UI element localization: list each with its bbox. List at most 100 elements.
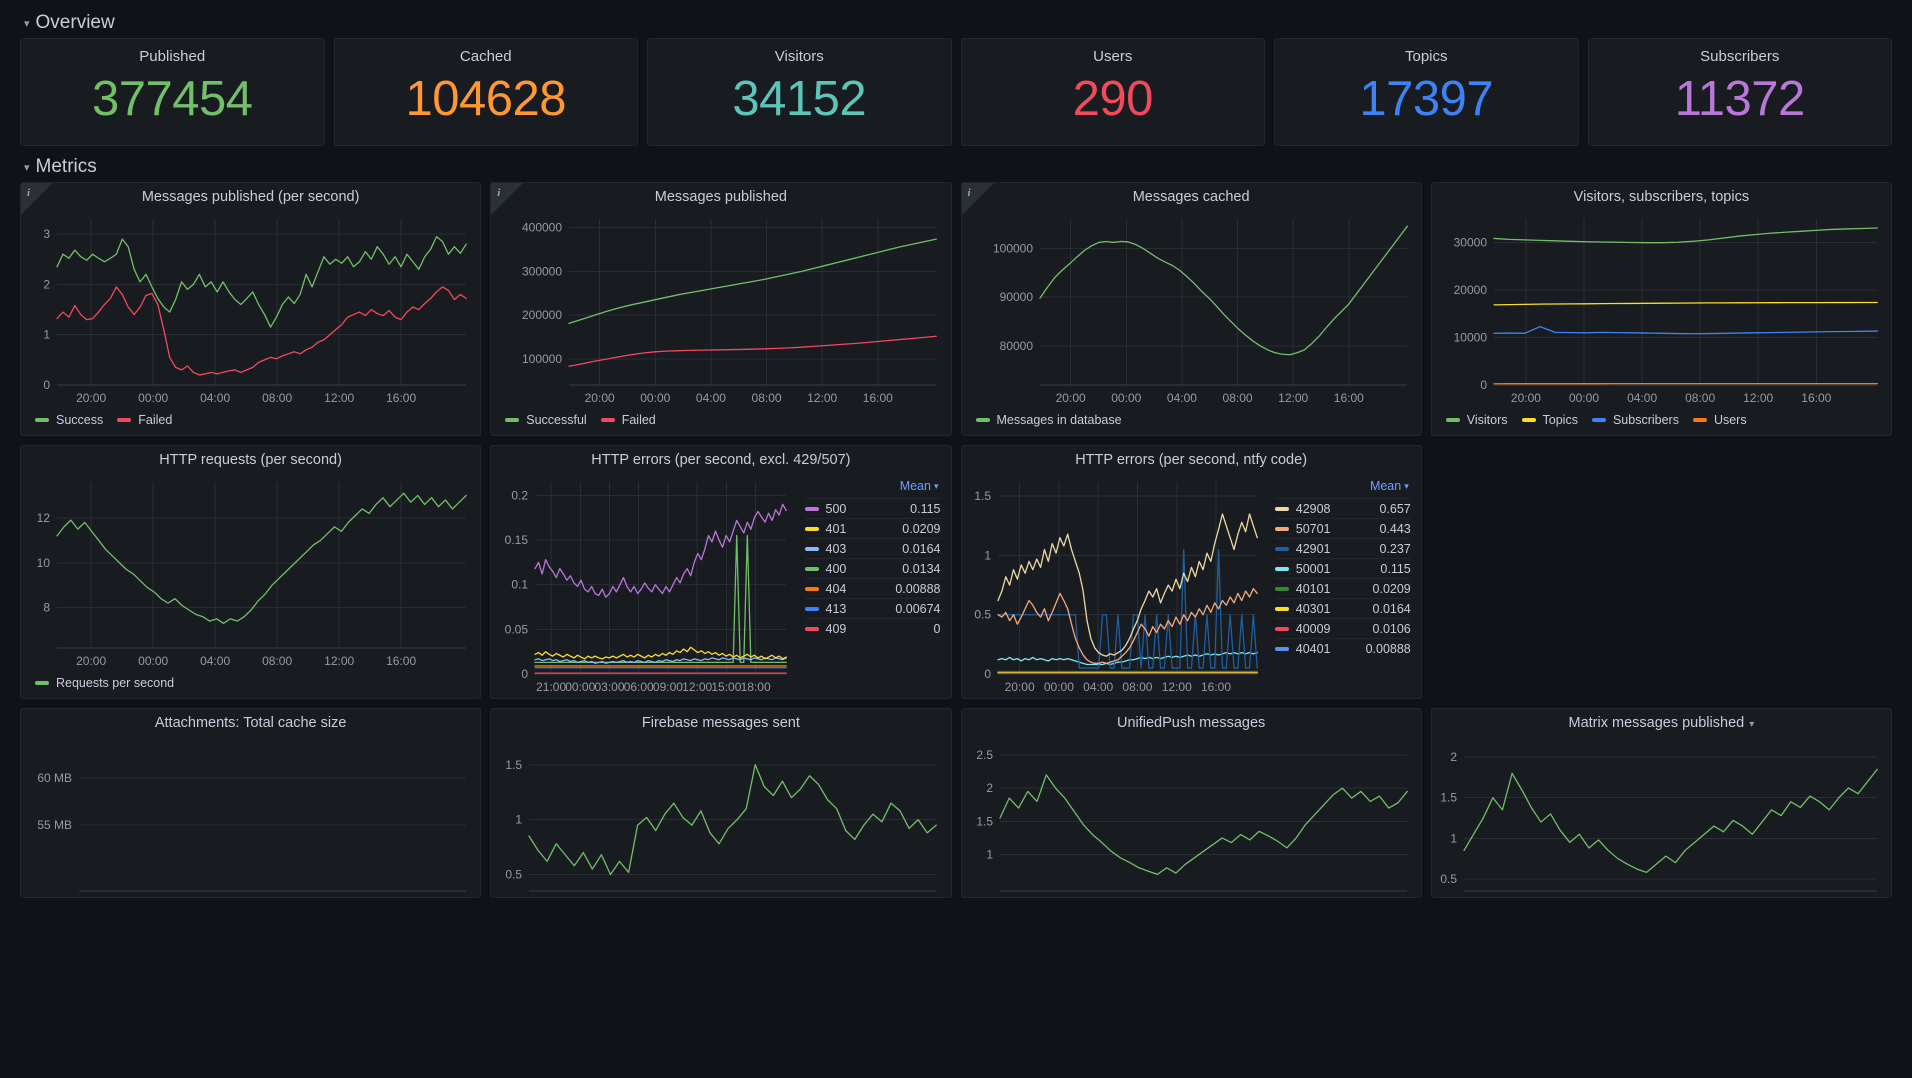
plot-area[interactable]: 0 0.5 1 1.5 20:00 00:00 04:00 08:00 12:00 16:00 [962,474,1271,698]
row-header-overview[interactable]: ▾ Overview [10,8,1902,38]
svg-text:20:00: 20:00 [1511,391,1541,405]
panel-messages-published-rate[interactable]: i Messages published (per second) 0 1 2 3 20:0… [20,182,482,436]
legend-row[interactable]: 400 0.0134 [804,558,941,578]
legend-item[interactable]: Requests per second [35,676,174,690]
legend-series-name: 50701 [1295,521,1331,536]
legend-row[interactable]: 404 0.00888 [804,578,941,598]
panel-visitors-subscribers-topics[interactable]: Visitors, subscribers, topics 0 10000 20000… [1430,182,1892,436]
legend-color-swatch [1692,418,1707,422]
legend-item[interactable]: Subscribers [1591,413,1679,427]
panel-title[interactable]: HTTP requests (per second) [159,452,342,468]
svg-text:20000: 20000 [1453,283,1487,297]
legend-row[interactable]: 50001 0.115 [1274,558,1411,578]
panel-matrix-messages[interactable]: Matrix messages published ▾ 0.5 1 1.5 2 [1430,708,1892,898]
svg-text:0: 0 [43,378,50,392]
plot-area[interactable]: 8 10 12 20:00 00:00 04:00 08:00 12:00 16:00 [21,474,480,672]
legend-item[interactable]: Failed [117,413,172,427]
legend-item[interactable]: Successful [505,413,587,427]
plot-area[interactable]: 1 1.5 2 2.5 [962,737,1421,897]
plot-area[interactable]: 80000 90000 100000 20:00 00:00 04:00 08:00 12:0… [962,211,1421,409]
legend-row[interactable]: 50701 0.443 [1274,518,1411,538]
legend-row[interactable]: 413 0.00674 [804,598,941,618]
legend-series-mean: 0.0209 [1372,581,1411,596]
metrics-panel-grid-row2: HTTP requests (per second) 8 10 12 20:00 00:0… [10,445,1902,699]
panel-firebase-messages[interactable]: Firebase messages sent 0.5 1 1.5 [490,708,952,898]
legend-item[interactable]: Users [1692,413,1747,427]
row-header-metrics[interactable]: ▾ Metrics [10,152,1902,182]
panel-messages-cached[interactable]: i Messages cached 80000 90000 100000 20:00 00:… [960,182,1422,436]
plot-wrap: 8 10 12 20:00 00:00 04:00 08:00 12:00 16:00 [21,474,480,672]
stat-panel-subscribers[interactable]: Subscribers 11372 [1587,38,1892,146]
panel-title[interactable]: Matrix messages published ▾ [1569,715,1755,731]
plot-area[interactable]: 0 0.05 0.1 0.15 0.2 21:00 00:00 03:00 06:00 09:00… [491,474,800,698]
stat-panel-users[interactable]: Users 290 [960,38,1265,146]
legend-row[interactable]: 40401 0.00888 [1274,638,1411,658]
panel-title[interactable]: Messages published (per second) [142,189,360,205]
stat-value: 34152 [732,72,867,126]
legend-item[interactable]: Failed [600,413,656,427]
svg-text:16:00: 16:00 [863,391,893,405]
plot-wrap: 55 MB 60 MB [21,737,480,897]
legend-row[interactable]: 42901 0.237 [1274,538,1411,558]
plot-area[interactable]: 55 MB 60 MB [21,737,480,897]
legend-row[interactable]: 403 0.0164 [804,538,941,558]
plot-area[interactable]: 0.5 1 1.5 2 [1432,737,1891,897]
stat-panel-visitors[interactable]: Visitors 34152 [647,38,952,146]
legend-sort-header[interactable]: Mean ▾ [1275,476,1411,498]
legend-row[interactable]: 500 0.115 [804,498,941,518]
legend-item[interactable]: Topics [1521,413,1578,427]
panel-http-requests[interactable]: HTTP requests (per second) 8 10 12 20:00 00:0… [20,445,482,699]
plot-area[interactable]: 100000 200000 300000 400000 20:00 00:00 04:00 0… [491,211,950,409]
panel-title[interactable]: UnifiedPush messages [1117,715,1265,731]
panel-title[interactable]: HTTP errors (per second, ntfy code) [1075,452,1307,468]
legend-item[interactable]: Success [35,413,103,427]
panel-title[interactable]: Messages published [655,189,787,205]
svg-text:2.5: 2.5 [976,748,993,762]
svg-text:1: 1 [43,328,50,342]
panel-unifiedpush-messages[interactable]: UnifiedPush messages 1 1.5 2 2.5 [960,708,1422,898]
legend-item[interactable]: Messages in database [975,413,1122,427]
plot-area[interactable]: 0 10000 20000 30000 20:00 00:00 04:00 08:00 12:0… [1432,211,1891,409]
panel-title[interactable]: Messages cached [1133,189,1250,205]
legend-label: Topics [1542,413,1578,427]
svg-text:1: 1 [984,549,991,563]
svg-text:12:00: 12:00 [1278,391,1308,405]
legend-color-swatch [1274,606,1289,611]
legend-color-swatch [1591,418,1606,422]
legend-label: Success [56,413,104,427]
panel-info-icon[interactable]: i [21,183,61,217]
panel-title[interactable]: Firebase messages sent [642,715,800,731]
plot-area[interactable]: 0 1 2 3 20:00 00:00 04:00 08:00 12:00 16:00 [21,211,480,409]
legend-item[interactable]: Visitors [1445,413,1508,427]
stat-panel-topics[interactable]: Topics 17397 [1274,38,1579,146]
svg-text:00:00: 00:00 [641,391,671,405]
panel-attachments-cache[interactable]: Attachments: Total cache size 55 MB 60 MB [20,708,482,898]
stat-panel-published[interactable]: Published 377454 [20,38,325,146]
legend-row[interactable]: 40009 0.0106 [1274,618,1411,638]
legend-row[interactable]: 40101 0.0209 [1274,578,1411,598]
panel-title[interactable]: Visitors, subscribers, topics [1574,189,1749,205]
legend-row[interactable]: 42908 0.657 [1274,498,1411,518]
chevron-down-icon[interactable]: ▾ [1749,719,1755,730]
panel-messages-published-total[interactable]: i Messages published 100000 200000 300000 400… [490,182,952,436]
legend-series-mean: 0.0209 [902,521,941,536]
legend-series-name: 409 [825,621,847,636]
svg-text:08:00: 08:00 [1685,391,1715,405]
plot-area[interactable]: 0.5 1 1.5 [491,737,950,897]
panel-info-icon[interactable]: i [491,183,531,217]
legend-color-swatch [1274,506,1289,511]
panel-info-icon[interactable]: i [961,183,1002,217]
stat-panel-cached[interactable]: Cached 104628 [333,38,638,146]
panel-http-errors-ntfy[interactable]: HTTP errors (per second, ntfy code) 0 0.5 1… [960,445,1422,699]
legend-row[interactable]: 409 0 [804,618,941,638]
legend-row[interactable]: 40301 0.0164 [1274,598,1411,618]
panel-title[interactable]: Attachments: Total cache size [155,715,347,731]
legend-row[interactable]: 401 0.0209 [804,518,941,538]
panel-header: Firebase messages sent [491,709,950,737]
panel-title-text: Visitors, subscribers, topics [1573,189,1750,205]
legend-sort-header[interactable]: Mean ▾ [805,476,941,498]
panel-http-errors-excl[interactable]: HTTP errors (per second, excl. 429/507) 0… [490,445,952,699]
svg-text:04:00: 04:00 [1627,391,1657,405]
panel-title[interactable]: HTTP errors (per second, excl. 429/507) [591,452,850,468]
svg-text:15:00: 15:00 [712,680,742,694]
